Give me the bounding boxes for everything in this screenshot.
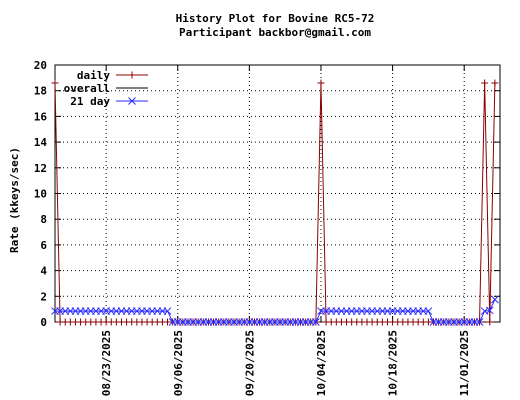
point-marker <box>485 306 494 315</box>
legend-label: overall <box>64 82 110 95</box>
y-tick-label: 6 <box>40 239 47 252</box>
y-tick-label: 2 <box>40 290 47 303</box>
y-tick-label: 0 <box>40 316 47 329</box>
point-marker <box>51 79 59 87</box>
x-tick-label: 10/18/2025 <box>387 330 400 396</box>
legend-marker <box>128 97 136 105</box>
legend-label: 21 day <box>70 95 110 108</box>
x-tick-label: 10/04/2025 <box>315 330 328 396</box>
point-marker <box>163 307 172 315</box>
y-tick-label: 20 <box>34 59 47 72</box>
y-tick-label: 10 <box>34 188 47 201</box>
point-marker <box>312 318 320 326</box>
y-tick-label: 14 <box>34 136 48 149</box>
y-tick-label: 12 <box>34 162 47 175</box>
plot-border <box>54 64 501 323</box>
y-tick-label: 16 <box>34 110 48 123</box>
point-marker <box>475 318 484 326</box>
legend-marker <box>128 71 136 79</box>
chart-subtitle: Participant backbor@gmail.com <box>179 26 371 39</box>
y-tick-label: 4 <box>40 265 47 278</box>
x-tick-label: 09/20/2025 <box>243 330 256 396</box>
point-marker <box>491 295 499 304</box>
point-marker <box>424 307 433 315</box>
x-tick-label: 08/23/2025 <box>100 330 113 396</box>
point-marker <box>491 79 499 87</box>
x-tick-label: 09/06/2025 <box>172 330 185 396</box>
point-marker <box>317 79 325 87</box>
y-tick-label: 8 <box>40 213 47 226</box>
point-marker <box>481 79 489 87</box>
point-marker <box>486 318 494 326</box>
x-tick-label: 11/01/2025 <box>458 330 471 396</box>
y-tick-label: 18 <box>34 85 47 98</box>
legend-label: daily <box>77 69 110 82</box>
series-line <box>54 82 496 323</box>
y-axis-label: Rate (kkeys/sec) <box>8 147 21 253</box>
chart-title: History Plot for Bovine RC5-72 <box>176 12 375 25</box>
